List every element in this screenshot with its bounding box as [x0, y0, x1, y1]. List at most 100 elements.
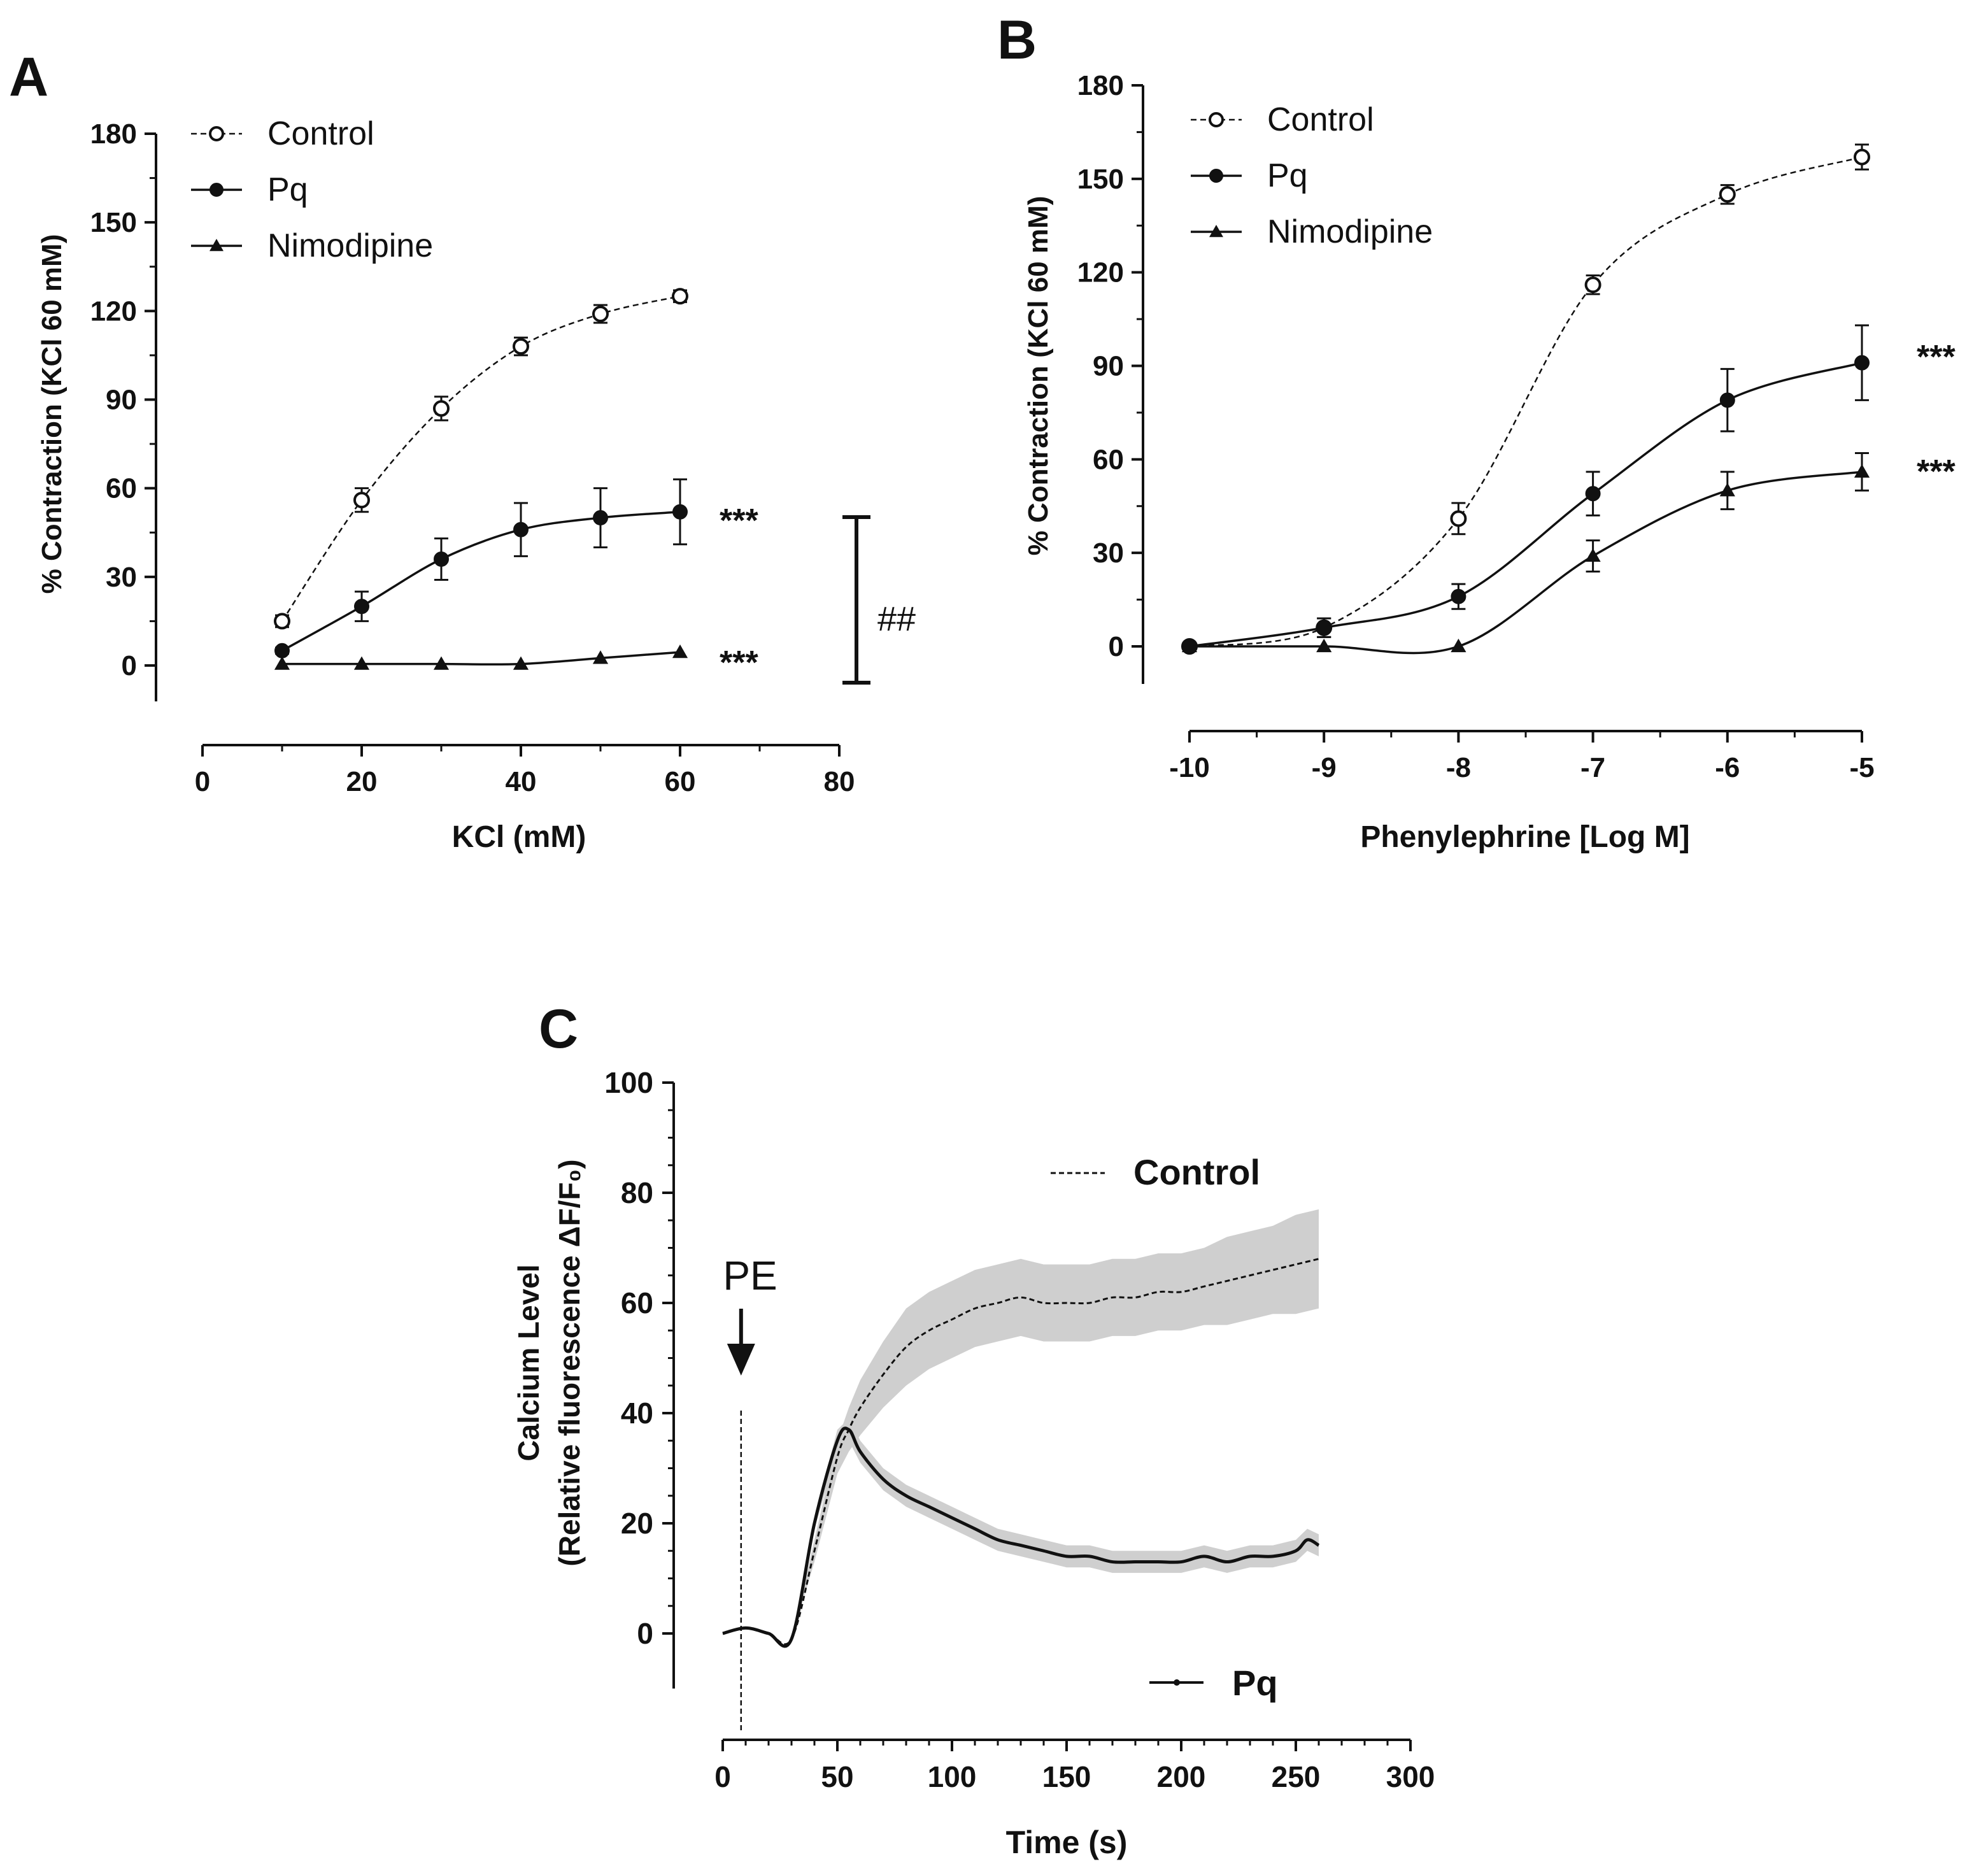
panel-b-plot-area	[1181, 143, 1870, 655]
x-tick-label: -7	[1580, 752, 1605, 783]
legend-entry-pq: Pq	[1149, 1663, 1278, 1703]
x-tick-label: 80	[824, 766, 855, 797]
panel-a-x-axis: 0 20 40 60 80	[195, 744, 855, 797]
x-tick-label: -9	[1312, 752, 1337, 783]
legend-entry-control: Control	[191, 115, 374, 152]
x-tick-label: -10	[1169, 752, 1210, 783]
x-tick-label: 100	[928, 1760, 977, 1793]
legend-marker	[1174, 1679, 1180, 1686]
series-pq	[1182, 324, 1870, 654]
legend-marker	[1209, 112, 1224, 127]
x-tick-label: 250	[1272, 1760, 1321, 1793]
panel-a-letter: A	[9, 46, 48, 108]
legend-marker	[209, 126, 224, 141]
x-tick-label: -6	[1715, 752, 1740, 783]
panel-b-nimodipine-significance: ***	[1917, 453, 1956, 490]
stimulus-arrow-head	[727, 1344, 755, 1376]
y-tick-label: 150	[90, 207, 137, 238]
legend-entry-pq: Pq	[191, 171, 308, 208]
panel-a-y-axis: 0 30 60 90 120 150 180	[90, 118, 157, 702]
series-nimodipine	[274, 644, 688, 670]
series-line-control	[281, 295, 681, 622]
y-tick-label: 30	[1093, 537, 1124, 569]
data-point-nimodipine	[1854, 464, 1870, 478]
panel-c-y-label-line2: (Relative fluorescence ΔF/F₀)	[553, 1159, 586, 1566]
series-line-nimodipine	[1189, 471, 1863, 655]
series-nimodipine	[1181, 452, 1870, 655]
data-point-control	[274, 613, 290, 630]
panel-c-y-label-line1: Calcium Level	[512, 1264, 545, 1461]
trace-pq	[722, 1426, 1320, 1648]
series-line-pq	[281, 511, 681, 652]
data-point-control	[1584, 276, 1601, 294]
data-point-control	[592, 305, 609, 322]
y-tick-label: 0	[1109, 631, 1124, 662]
data-point-nimodipine	[274, 656, 290, 670]
y-tick-label: 0	[637, 1617, 653, 1650]
panel-a-bracket-label: ##	[877, 600, 916, 638]
data-point-pq	[1316, 620, 1332, 636]
data-point-control	[433, 400, 450, 417]
y-tick-label: 120	[1077, 257, 1124, 288]
legend-label: Pq	[1267, 157, 1308, 194]
legend-marker	[209, 183, 224, 197]
y-tick-label: 180	[90, 118, 137, 150]
panel-b-pq-significance: ***	[1917, 339, 1956, 376]
x-tick-label: 0	[714, 1760, 731, 1793]
panel-b-x-label: Phenylephrine [Log M]	[1360, 820, 1689, 854]
data-point-pq	[354, 599, 369, 615]
legend-entry-pq: Pq	[1191, 157, 1308, 194]
data-point-pq	[1854, 355, 1870, 371]
error-band-control	[723, 1209, 1319, 1639]
panel-c-y-axis: 0 20 40 60 80 100	[604, 1066, 675, 1689]
panel-a-y-label: % Contraction (KCl 60 mM)	[36, 234, 67, 594]
panel-a-significance-bracket	[842, 515, 870, 685]
x-tick-label: 0	[195, 766, 210, 797]
panel-c-x-label: Time (s)	[1006, 1825, 1128, 1860]
legend-label: Nimodipine	[1267, 213, 1433, 250]
data-point-nimodipine	[433, 656, 450, 670]
panel-c-legend: Control Pq	[1051, 1152, 1278, 1703]
y-tick-label: 30	[106, 562, 137, 593]
y-tick-label: 40	[621, 1397, 653, 1430]
panel-c-x-axis: 0 50 100 150 200 250 300	[714, 1739, 1435, 1793]
panel-b: B 0 30 60 90 120 150 180 -10 -9 -8 -7 -6 -5 % Contr…	[997, 10, 1956, 854]
data-point-nimodipine	[672, 644, 688, 658]
panel-c-plot-area	[722, 1209, 1320, 1732]
data-point-control	[1854, 148, 1870, 166]
x-tick-label: 150	[1042, 1760, 1091, 1793]
y-tick-label: 100	[604, 1066, 653, 1099]
x-tick-label: 200	[1157, 1760, 1206, 1793]
panel-c: C 0 20 40 60 80 100 0 50 100 150 200 250 300 Calciu…	[512, 999, 1435, 1860]
data-point-control	[1450, 510, 1467, 527]
data-point-pq	[672, 504, 688, 520]
y-tick-label: 60	[106, 473, 137, 504]
panel-a-pq-significance: ***	[720, 502, 758, 539]
series-line-nimodipine	[282, 651, 681, 666]
data-point-control	[672, 288, 688, 305]
y-tick-label: 180	[1077, 70, 1124, 101]
legend-entry-control: Control	[1051, 1152, 1260, 1192]
x-tick-label: 60	[665, 766, 696, 797]
panel-b-y-axis: 0 30 60 90 120 150 180	[1077, 70, 1144, 684]
panel-b-y-label: % Contraction (KCl 60 mM)	[1023, 196, 1054, 556]
panel-a: A 0 30 60 90 120 150 180 0 20 40 60 80 % Contracti…	[9, 46, 916, 854]
data-point-nimodipine	[1585, 548, 1601, 562]
x-tick-label: 20	[346, 766, 378, 797]
data-point-nimodipine	[1181, 638, 1198, 653]
data-point-nimodipine	[513, 656, 529, 670]
data-point-control	[513, 338, 529, 355]
data-point-nimodipine	[1451, 638, 1466, 653]
panel-a-plot-area	[274, 288, 688, 670]
y-tick-label: 0	[122, 650, 137, 681]
y-tick-label: 80	[621, 1176, 653, 1209]
data-point-pq	[1451, 588, 1466, 604]
y-tick-label: 150	[1077, 164, 1124, 195]
legend-label: Control	[267, 115, 374, 152]
data-point-pq	[513, 522, 529, 537]
y-tick-label: 90	[1093, 351, 1124, 382]
panel-b-x-axis: -10 -9 -8 -7 -6 -5	[1169, 730, 1875, 783]
y-tick-label: 120	[90, 295, 137, 327]
data-point-control	[1719, 186, 1736, 203]
